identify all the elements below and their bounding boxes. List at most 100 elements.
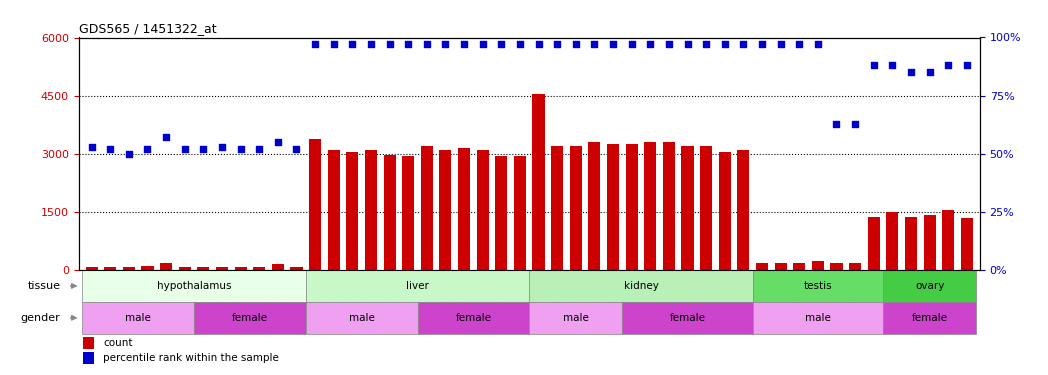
Text: gender: gender [21, 313, 61, 323]
Bar [402, 156, 414, 270]
Point [102, 146, 118, 152]
Point [624, 42, 640, 48]
Text: ovary: ovary [915, 281, 944, 291]
Bar [104, 267, 116, 270]
Bar [868, 216, 879, 270]
Bar [645, 142, 656, 270]
Point [660, 42, 677, 48]
Point [456, 42, 473, 48]
Bar [662, 142, 675, 270]
Text: tissue: tissue [27, 281, 61, 291]
Text: liver: liver [406, 281, 429, 291]
Bar [365, 150, 377, 270]
Point [176, 146, 193, 152]
Point [698, 42, 715, 48]
Point [121, 151, 137, 157]
Bar [123, 267, 135, 270]
Point [679, 42, 696, 48]
Point [493, 42, 509, 48]
Bar [309, 139, 321, 270]
Bar [514, 156, 526, 270]
Point [250, 146, 267, 152]
Point [883, 62, 900, 68]
Bar [306, 302, 417, 334]
Bar [752, 270, 883, 302]
Point [437, 42, 454, 48]
Point [363, 42, 379, 48]
Point [902, 69, 919, 75]
Bar [849, 263, 861, 270]
Point [381, 42, 398, 48]
Bar [83, 352, 94, 364]
Point [475, 42, 492, 48]
Bar [477, 150, 488, 270]
Bar [271, 264, 284, 270]
Text: female: female [456, 313, 492, 323]
Point [735, 42, 751, 48]
Bar [883, 302, 976, 334]
Text: percentile rank within the sample: percentile rank within the sample [103, 353, 279, 363]
Text: female: female [232, 313, 268, 323]
Bar [570, 146, 582, 270]
Bar [532, 94, 545, 270]
Point [344, 42, 361, 48]
Point [809, 42, 826, 48]
Point [828, 120, 845, 126]
Text: male: male [805, 313, 831, 323]
Bar [700, 146, 713, 270]
Bar [83, 270, 306, 302]
Point [214, 144, 231, 150]
Text: kidney: kidney [624, 281, 658, 291]
Bar [197, 267, 210, 270]
Text: count: count [103, 338, 132, 348]
Text: hypothalamus: hypothalamus [157, 281, 232, 291]
Bar [458, 148, 471, 270]
Bar [756, 263, 768, 270]
Text: GDS565 / 1451322_at: GDS565 / 1451322_at [79, 22, 216, 35]
Text: female: female [670, 313, 705, 323]
Point [605, 42, 621, 48]
Point [549, 42, 566, 48]
Point [288, 146, 305, 152]
Bar [961, 217, 973, 270]
Bar [290, 267, 303, 270]
Bar [738, 150, 749, 270]
Bar [551, 146, 563, 270]
Bar [141, 266, 154, 270]
Bar [830, 263, 843, 270]
Bar [883, 270, 976, 302]
Point [530, 42, 547, 48]
Point [307, 42, 324, 48]
Point [754, 42, 770, 48]
Bar [384, 154, 396, 270]
Bar [328, 150, 340, 270]
Point [233, 146, 249, 152]
Point [791, 42, 808, 48]
Bar [774, 263, 787, 270]
Point [195, 146, 212, 152]
Bar [496, 156, 507, 270]
Bar [160, 262, 172, 270]
Point [641, 42, 658, 48]
Point [940, 62, 957, 68]
Text: male: male [563, 313, 589, 323]
Point [567, 42, 584, 48]
Point [83, 144, 100, 150]
Point [269, 139, 286, 145]
Bar [346, 152, 358, 270]
Point [418, 42, 435, 48]
Text: female: female [912, 313, 947, 323]
Bar [417, 302, 529, 334]
Bar [254, 267, 265, 270]
Point [158, 135, 175, 141]
Bar [235, 267, 246, 270]
Bar [179, 267, 191, 270]
Bar [887, 212, 898, 270]
Point [921, 69, 938, 75]
Bar [626, 144, 638, 270]
Bar [904, 216, 917, 270]
Bar [529, 302, 623, 334]
Text: testis: testis [804, 281, 832, 291]
Bar [752, 302, 883, 334]
Bar [923, 215, 936, 270]
